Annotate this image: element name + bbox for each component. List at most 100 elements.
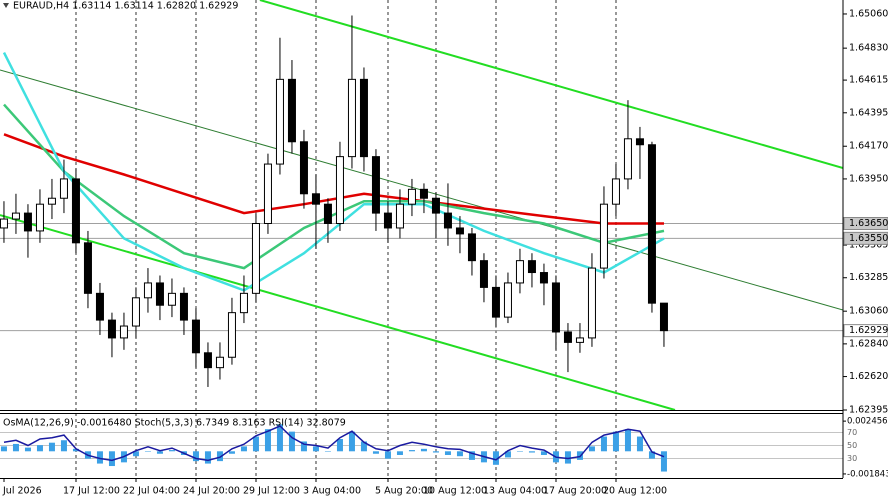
osma-bar [636, 436, 643, 452]
osma-bar [372, 451, 379, 454]
candle-body [455, 227, 464, 235]
osma-bar [144, 451, 151, 452]
osma-bar [504, 451, 511, 458]
candle-body [227, 312, 236, 358]
candle-body [143, 282, 152, 299]
candle-body [599, 203, 608, 269]
y-tick-label: 1.63950 [849, 173, 888, 184]
price-marker [843, 217, 888, 231]
candle-body [35, 203, 44, 232]
candle-body [287, 78, 296, 143]
indicator-title: OsMA(12,26,9) -0.0016480 Stoch(5,3,3) 6.… [3, 418, 346, 429]
candle-body [119, 325, 128, 339]
moving-average [3, 133, 664, 225]
trend-line [259, 0, 843, 170]
candle-body [503, 282, 512, 318]
y-tick-label: 1.64615 [849, 75, 888, 86]
osma-bar [0, 446, 7, 452]
candle-body [515, 260, 524, 284]
candle-body [443, 212, 452, 229]
candle-body [191, 319, 200, 354]
price-marker-label: 1.62929 [849, 325, 888, 336]
candle-body [347, 78, 356, 158]
y-tick-label: 1.62395 [849, 405, 888, 416]
candle-body [107, 319, 116, 339]
osma-bar [408, 450, 415, 452]
candle-body [563, 331, 572, 343]
candle-body [611, 178, 620, 205]
osma-bar [96, 451, 103, 464]
rsi-level-label: 30 [847, 454, 857, 463]
y-tick-label: 1.64395 [849, 107, 888, 118]
indicator-tick-label: -0.001843 [847, 469, 888, 479]
osma-bar [624, 429, 631, 452]
indicator-area [0, 413, 843, 478]
x-tick-label: 17 Aug 20:00 [543, 486, 607, 497]
osma-bar [312, 446, 319, 452]
y-tick-label: 1.63505 [849, 240, 888, 251]
rsi-level-label: 50 [847, 441, 857, 450]
osma-bar [324, 451, 331, 452]
candle-body [203, 352, 212, 369]
osma-bar [420, 448, 427, 452]
y-tick-label: 1.63060 [849, 306, 888, 317]
price-area [0, 0, 843, 410]
candle-body [359, 78, 368, 158]
osma-bar [612, 431, 619, 452]
candle-body [0, 218, 8, 229]
candle-body [479, 260, 488, 288]
osma-bar [108, 451, 115, 467]
price-marker [843, 324, 888, 338]
osma-bar [24, 447, 31, 452]
candle-body [299, 141, 308, 195]
candle-body [23, 212, 32, 232]
osma-bar [456, 451, 463, 457]
osma-bar [540, 451, 547, 455]
osma-bar [588, 446, 595, 452]
osma-bar [228, 451, 235, 454]
candle-body [311, 193, 320, 205]
osma-bar [336, 439, 343, 452]
osma-bar [468, 451, 475, 460]
osma-bar [132, 451, 139, 457]
x-tick-label: 22 Jul 04:00 [123, 486, 180, 497]
candle-body [527, 260, 536, 274]
osma-bar [72, 448, 79, 452]
osma-bar [48, 442, 55, 452]
osma-bar [36, 445, 43, 452]
x-tick-label: 20 Aug 12:00 [603, 486, 667, 497]
osma-bar [492, 451, 499, 465]
candle-body [395, 203, 404, 229]
rsi-line [3, 425, 665, 462]
trend-line [0, 214, 676, 410]
x-tick-label: 13 Aug 04:00 [483, 486, 547, 497]
candle-body [383, 212, 392, 229]
osma-bar [564, 451, 571, 464]
candle-body [275, 78, 284, 165]
osma-bar [396, 451, 403, 455]
osma-bar [444, 451, 451, 455]
chart-title: EURAUD,H4 1.63114 1.63114 1.62820 1.6292… [13, 1, 238, 12]
candle-body [59, 178, 68, 199]
x-tick-label: Jul 2026 [2, 486, 42, 497]
price-marker [843, 231, 888, 245]
osma-bar [60, 440, 67, 452]
y-tick-label: 1.63285 [849, 272, 888, 283]
candle-body [179, 292, 188, 321]
candle-body [371, 156, 380, 214]
candle-body [155, 282, 164, 306]
candle-body [263, 163, 272, 225]
moving-average [3, 103, 665, 270]
osma-bar [252, 436, 259, 452]
osma-bar [432, 451, 439, 453]
candle-body [167, 292, 176, 306]
candle-body [587, 267, 596, 339]
candle-body [491, 286, 500, 318]
candle-body [47, 197, 56, 205]
candle-body [575, 337, 584, 343]
moving-average [2, 52, 665, 292]
rsi-level-label: 70 [847, 428, 857, 437]
candle-body [467, 233, 476, 262]
osma-bar [288, 431, 295, 452]
symbol-icon [3, 3, 9, 8]
